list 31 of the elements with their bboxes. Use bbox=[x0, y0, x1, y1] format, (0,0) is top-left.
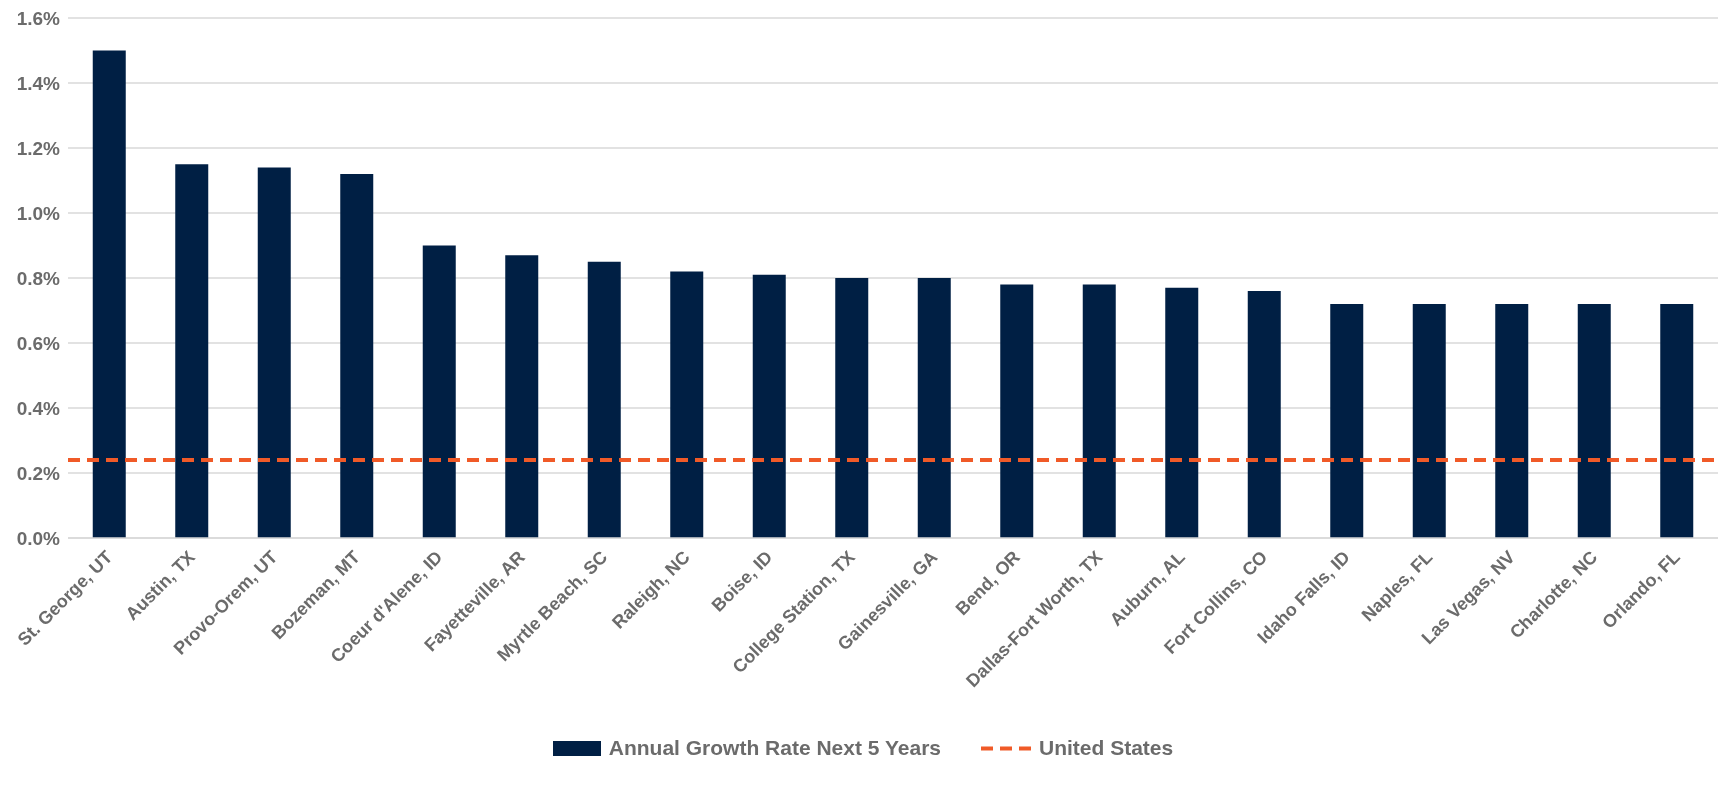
bar bbox=[1330, 304, 1364, 538]
bar bbox=[752, 274, 786, 538]
y-tick-label: 0.0% bbox=[16, 527, 61, 549]
bar bbox=[587, 261, 621, 538]
bar bbox=[835, 278, 869, 538]
y-tick-label: 1.0% bbox=[16, 202, 61, 224]
bar bbox=[92, 50, 126, 538]
y-tick-label: 0.4% bbox=[16, 397, 61, 419]
bar bbox=[1577, 304, 1611, 538]
legend-label: Annual Growth Rate Next 5 Years bbox=[608, 736, 941, 760]
bar bbox=[422, 245, 456, 538]
y-tick-label: 0.6% bbox=[16, 332, 61, 354]
bar bbox=[505, 255, 539, 538]
bar bbox=[1082, 284, 1116, 538]
bar bbox=[1247, 291, 1281, 538]
bar bbox=[670, 271, 704, 538]
bar bbox=[1000, 284, 1034, 538]
y-tick-label: 1.6% bbox=[16, 7, 61, 29]
legend-label: United States bbox=[1039, 736, 1174, 760]
bar bbox=[1412, 304, 1446, 538]
y-tick-label: 1.4% bbox=[16, 72, 61, 94]
y-tick-label: 0.8% bbox=[16, 267, 61, 289]
bar bbox=[175, 164, 209, 538]
y-tick-label: 1.2% bbox=[16, 137, 61, 159]
bar bbox=[340, 174, 374, 538]
bar bbox=[1660, 304, 1694, 538]
bar bbox=[1165, 287, 1199, 538]
bar bbox=[1495, 304, 1529, 538]
y-tick-label: 0.2% bbox=[16, 462, 61, 484]
bar bbox=[917, 278, 951, 538]
bar bbox=[257, 167, 291, 538]
